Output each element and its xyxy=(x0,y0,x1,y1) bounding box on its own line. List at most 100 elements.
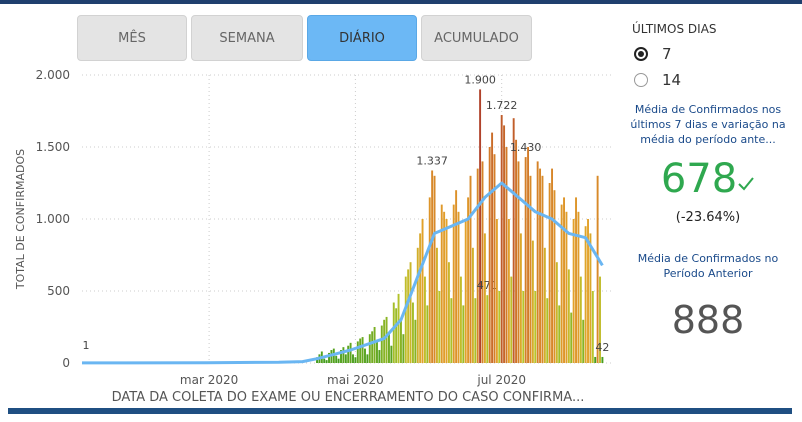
bar xyxy=(591,291,594,363)
radio-option[interactable]: 14 xyxy=(634,71,681,89)
bar xyxy=(340,350,342,363)
kpi-value: 678 xyxy=(660,156,738,202)
bar xyxy=(385,316,388,363)
radio[interactable] xyxy=(634,73,648,87)
bottom-border xyxy=(8,408,792,414)
bar xyxy=(397,293,400,363)
bar xyxy=(512,118,515,363)
bar xyxy=(366,354,369,363)
tab[interactable]: SEMANA xyxy=(191,15,303,61)
bar xyxy=(390,345,393,363)
bar xyxy=(337,358,340,363)
y-tick-label: 1.500 xyxy=(36,140,70,154)
bar xyxy=(565,211,568,363)
bar xyxy=(596,175,599,363)
bar xyxy=(411,302,414,363)
bar xyxy=(541,175,544,363)
data-label: 1.900 xyxy=(464,73,496,86)
radio[interactable] xyxy=(634,47,648,61)
tab[interactable]: MÊS xyxy=(77,15,187,61)
option-label: 14 xyxy=(662,71,682,89)
bar xyxy=(457,211,460,363)
y-tick-label: 500 xyxy=(47,284,70,298)
bar xyxy=(486,295,489,363)
bar xyxy=(402,334,405,363)
data-label: 1 xyxy=(83,339,90,352)
bar xyxy=(548,183,551,363)
bar xyxy=(462,305,465,363)
average-line xyxy=(81,181,604,365)
bar xyxy=(567,269,570,363)
bar xyxy=(515,139,518,363)
kpi-label: Média de Confirmados no Período Anterior xyxy=(637,252,779,280)
bar xyxy=(522,291,525,363)
bar xyxy=(587,219,589,363)
bar xyxy=(582,319,585,363)
x-tick-label: mai 2020 xyxy=(327,373,384,387)
bar xyxy=(368,334,371,363)
bar xyxy=(575,197,577,363)
bar xyxy=(495,219,498,363)
bar xyxy=(519,233,522,363)
bar xyxy=(527,147,530,363)
bar xyxy=(539,168,542,363)
tab-selected[interactable]: DIÁRIO xyxy=(307,15,417,61)
bar xyxy=(601,356,604,363)
bar xyxy=(479,89,482,364)
bar xyxy=(467,197,470,363)
check-icon xyxy=(738,177,754,191)
option-label: 7 xyxy=(662,45,672,63)
kpi-change: (-23.64%) xyxy=(675,210,741,225)
bar xyxy=(599,276,601,363)
bar xyxy=(354,357,357,363)
bar xyxy=(328,352,330,363)
bar xyxy=(433,175,436,363)
bar xyxy=(474,298,477,363)
data-label: 1.430 xyxy=(510,141,542,154)
bar xyxy=(325,360,328,363)
bar xyxy=(361,337,364,363)
bar xyxy=(483,233,486,363)
bar xyxy=(440,204,443,363)
data-label: 42 xyxy=(595,341,609,354)
bar xyxy=(584,226,587,363)
bar xyxy=(428,197,431,363)
bar xyxy=(342,347,345,363)
bar xyxy=(529,175,532,363)
bar xyxy=(471,247,474,363)
bar xyxy=(493,154,496,363)
y-tick-label: 1.000 xyxy=(36,212,70,226)
bar xyxy=(579,276,582,363)
radio-option[interactable]: 7 xyxy=(634,45,672,63)
bar xyxy=(488,147,491,363)
data-label: 1.722 xyxy=(486,99,518,112)
bar xyxy=(409,262,412,363)
bar xyxy=(371,331,374,363)
y-axis-title: TOTAL DE CONFIRMADOS xyxy=(14,149,27,290)
bar xyxy=(447,262,450,363)
bar xyxy=(344,354,347,363)
bar xyxy=(577,211,580,363)
x-axis-title: DATA DA COLETA DO EXAME OU ENCERRAMENTO … xyxy=(112,390,585,405)
filter-title: ÚLTIMOS DIAS xyxy=(632,22,717,36)
bar xyxy=(536,161,539,363)
y-tick-label: 2.000 xyxy=(36,68,70,82)
bar xyxy=(392,302,395,363)
bar xyxy=(546,298,549,363)
bar xyxy=(335,355,338,363)
bar xyxy=(510,276,513,363)
bar xyxy=(349,342,352,363)
bar xyxy=(455,190,458,363)
bar xyxy=(464,219,467,363)
bar xyxy=(352,354,354,363)
bar xyxy=(383,319,386,363)
bar xyxy=(364,348,366,363)
bar xyxy=(407,269,410,363)
bar xyxy=(570,312,573,363)
bar xyxy=(404,276,407,363)
tab[interactable]: ACUMULADO xyxy=(421,15,532,61)
bar xyxy=(572,219,575,363)
bar xyxy=(503,125,506,364)
bar xyxy=(498,291,501,363)
